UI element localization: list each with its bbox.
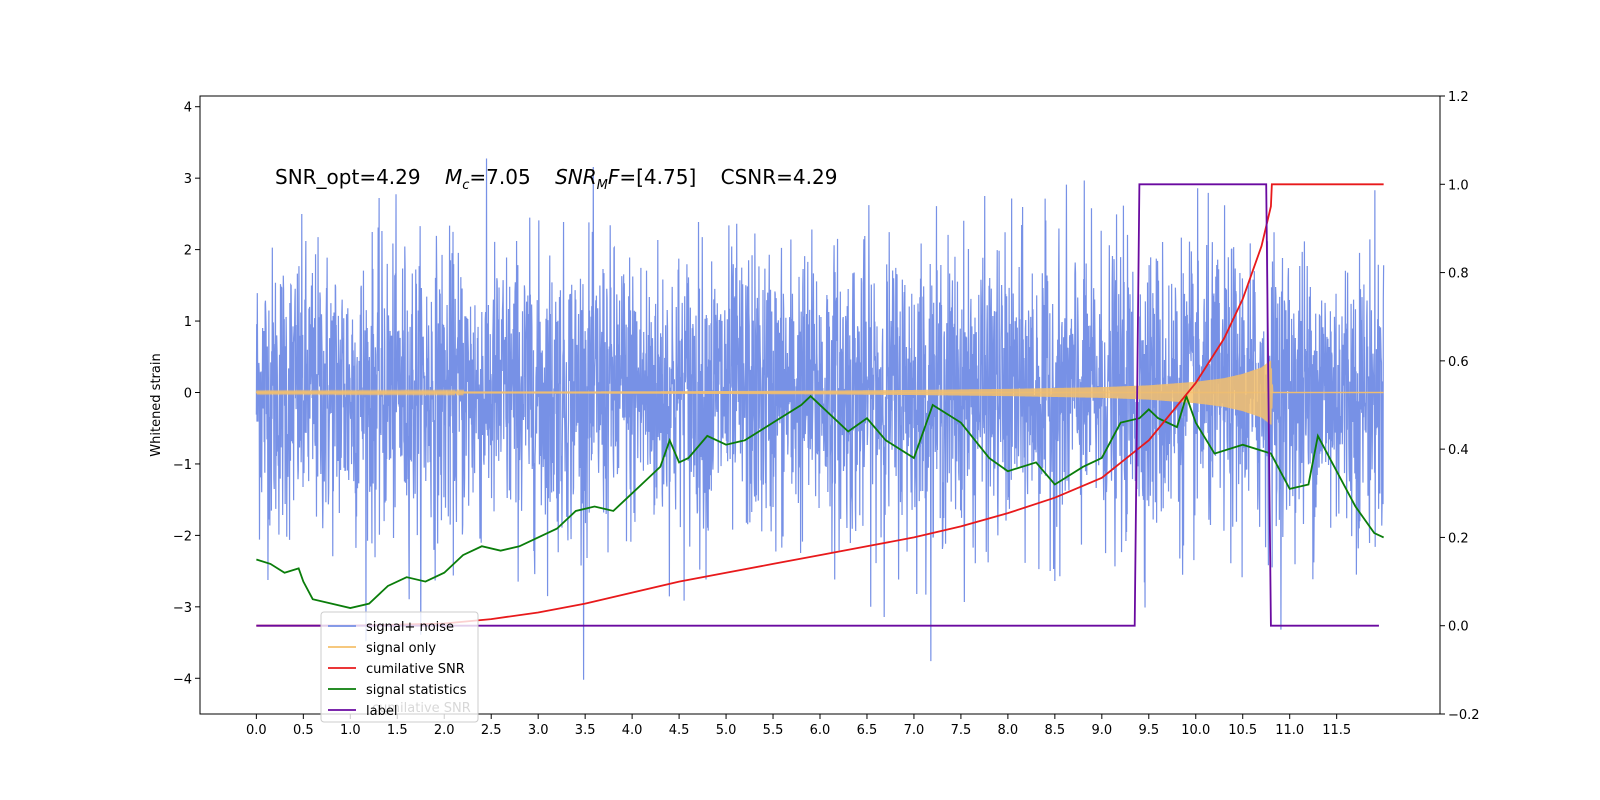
legend-label: signal only [366,641,436,656]
left-y-tick-label: 3 [184,172,192,187]
x-tick-label: 10.5 [1228,723,1257,738]
x-tick-label: 9.5 [1138,723,1159,738]
y-axis-label: Whitened strain [149,353,164,456]
left-y-tick-label: 2 [184,244,192,259]
x-tick-label: 0.5 [293,723,314,738]
left-y-axis: −4 −3 −2 −1 0 1 2 3 4 [173,101,200,687]
snrmf-subscript: M [597,178,608,193]
left-y-tick-label: −3 [173,601,192,616]
x-tick-label: 7.0 [904,723,925,738]
x-tick-label: 0.0 [246,723,267,738]
legend: cumilative SNR signal+ noise signal only c… [320,611,479,723]
left-y-tick-label: 0 [184,386,192,401]
series-label [256,183,1379,627]
right-y-tick-label: 0.2 [1448,531,1469,546]
series-signal-statistics [256,393,1385,609]
series-cumulative-snr [256,183,1384,627]
series-signal-only [255,360,1384,425]
x-tick-label: 1.5 [387,723,408,738]
left-y-tick-label: −4 [173,672,192,687]
mc-value: =7.05 [469,165,530,189]
left-y-tick-label: −2 [173,529,192,544]
right-y-tick-label: −0.2 [1448,708,1480,723]
right-y-tick-label: 0.4 [1448,443,1469,458]
right-y-tick-label: 0.6 [1448,355,1469,370]
x-tick-label: 3.5 [575,723,596,738]
x-tick-label: 3.0 [528,723,549,738]
x-tick-label: 11.5 [1322,723,1351,738]
x-tick-label: 6.5 [857,723,878,738]
series-layer [255,158,1385,680]
snr-annotation: SNR_opt=4.29 Mc=7.05 SNRMF=[4.75] CSNR=4… [275,165,837,193]
x-tick-label: 11.0 [1275,723,1304,738]
right-y-axis: −0.2 0.0 0.2 0.4 0.6 0.8 1.0 1.2 [1440,90,1480,723]
right-y-tick-label: 0.0 [1448,620,1469,635]
right-y-tick-label: 1.2 [1448,90,1469,105]
x-tick-label: 9.0 [1091,723,1112,738]
x-tick-label: 10.0 [1181,723,1210,738]
x-tick-label: 4.5 [669,723,690,738]
legend-box [320,611,479,723]
right-y-tick-label: 1.0 [1448,178,1469,193]
left-y-tick-label: 4 [184,101,192,116]
x-tick-label: 2.5 [481,723,502,738]
snrmf-symbol: SNR [555,165,597,189]
x-tick-label: 5.0 [716,723,737,738]
legend-label: label [366,704,397,719]
csnr-text: CSNR=4.29 [721,165,838,189]
x-tick-label: 8.5 [1045,723,1066,738]
x-tick-label: 5.5 [763,723,784,738]
x-tick-label: 4.0 [622,723,643,738]
left-y-tick-label: 1 [184,315,192,330]
series-signal-noise [255,158,1385,680]
x-tick-label: 1.0 [340,723,361,738]
snrmf-f: F [608,165,620,189]
legend-label: signal+ noise [366,620,454,635]
x-tick-label: 2.0 [434,723,455,738]
snrmf-value: =[4.75] [619,165,696,189]
legend-items: signal+ noise signal only cumilative SNR si… [328,620,467,719]
legend-label: cumilative SNR [366,662,465,677]
x-tick-label: 6.0 [810,723,831,738]
legend-label: signal statistics [366,683,467,698]
mc-symbol: M [445,165,462,189]
mc-subscript: c [462,178,469,193]
x-tick-label: 8.0 [998,723,1019,738]
left-y-tick-label: −1 [173,458,192,473]
snr-opt-text: SNR_opt=4.29 [275,165,421,189]
x-tick-label: 7.5 [951,723,972,738]
right-y-tick-label: 0.8 [1448,267,1469,282]
x-axis: 0.0 0.5 1.0 1.5 2.0 2.5 3.0 3.5 4.0 4.5 5.0 5.5 6.0 6… [246,714,1351,738]
legend-overlap-text: cumilative SNR [372,701,471,716]
